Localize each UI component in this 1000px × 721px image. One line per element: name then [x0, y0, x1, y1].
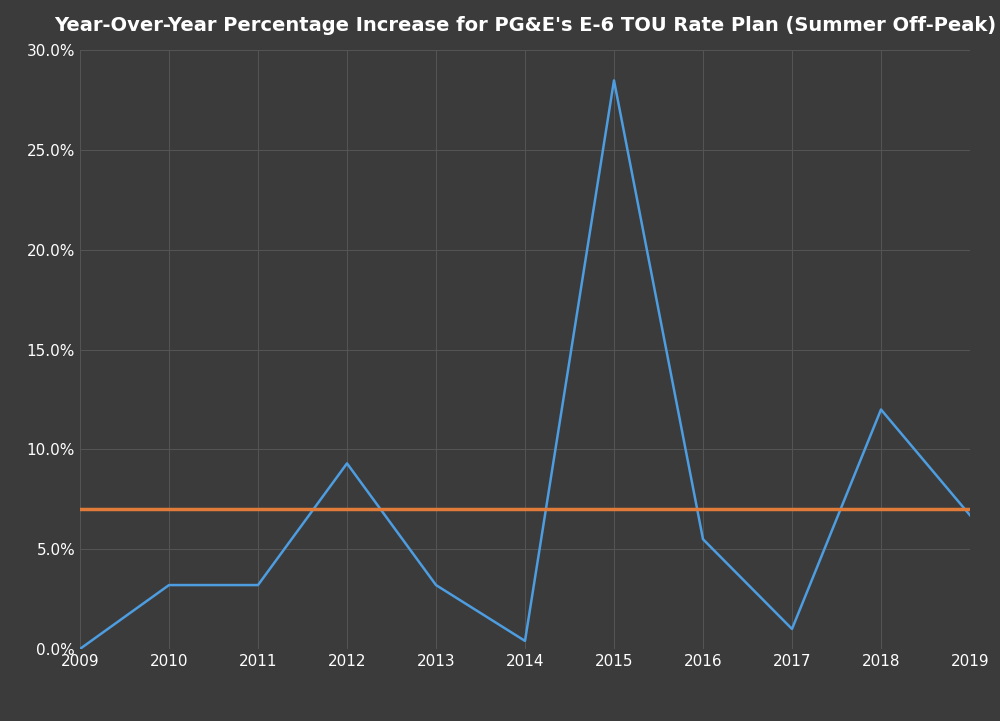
Title: Year-Over-Year Percentage Increase for PG&E's E-6 TOU Rate Plan (Summer Off-Peak: Year-Over-Year Percentage Increase for P…: [54, 16, 996, 35]
